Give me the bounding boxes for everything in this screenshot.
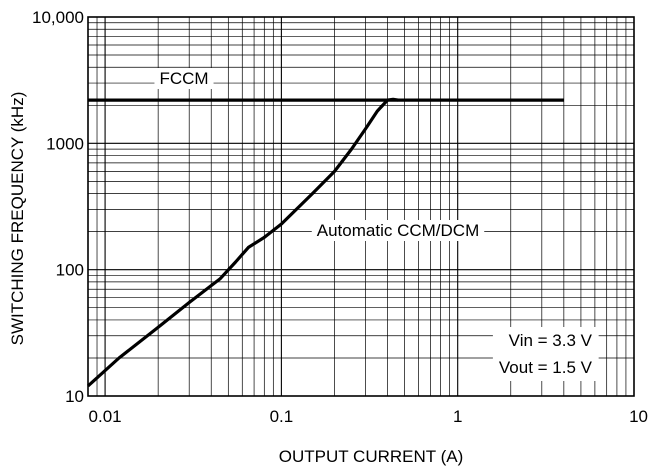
- y-tick-label: 10: [65, 387, 84, 406]
- plot-area-border: [87, 16, 635, 397]
- y-tick-label: 10,000: [32, 8, 84, 27]
- fccm-label-bg: [154, 68, 214, 89]
- tick-labels: 0.01 0.1 1 10 10 100 1000 10,000: [32, 8, 648, 426]
- x-tick-label: 1: [453, 407, 462, 426]
- y-tick-label: 100: [56, 261, 84, 280]
- x-axis-title: OUTPUT CURRENT (A): [279, 447, 464, 466]
- x-tick-label: 0.01: [89, 407, 122, 426]
- x-tick-label: 0.1: [270, 407, 294, 426]
- condition-line: Vout = 1.5 V: [499, 358, 593, 377]
- auto-ccm-dcm-label-text: Automatic CCM/DCM: [317, 221, 479, 240]
- auto-ccm-dcm-label: Automatic CCM/DCM: [311, 220, 485, 241]
- conditions-box-bg: [492, 327, 599, 381]
- y-tick-label: 1000: [46, 134, 84, 153]
- auto-ccm-dcm-label-bg: [311, 220, 485, 241]
- series-auto-ccm-dcm-line: [86, 97, 399, 388]
- annotations: FCCM Automatic CCM/DCM Vin = 3.3 V Vout = 1…: [154, 68, 599, 381]
- fccm-label-text: FCCM: [159, 69, 208, 88]
- fccm-label: FCCM: [154, 68, 214, 89]
- condition-line: Vin = 3.3 V: [509, 331, 593, 350]
- x-tick-label: 10: [629, 407, 648, 426]
- grid-lines: [87, 17, 634, 397]
- conditions-box: Vin = 3.3 V Vout = 1.5 V: [492, 327, 599, 381]
- series-lines: [86, 97, 564, 388]
- y-axis-title: SWITCHING FREQUENCY (kHz): [8, 92, 27, 346]
